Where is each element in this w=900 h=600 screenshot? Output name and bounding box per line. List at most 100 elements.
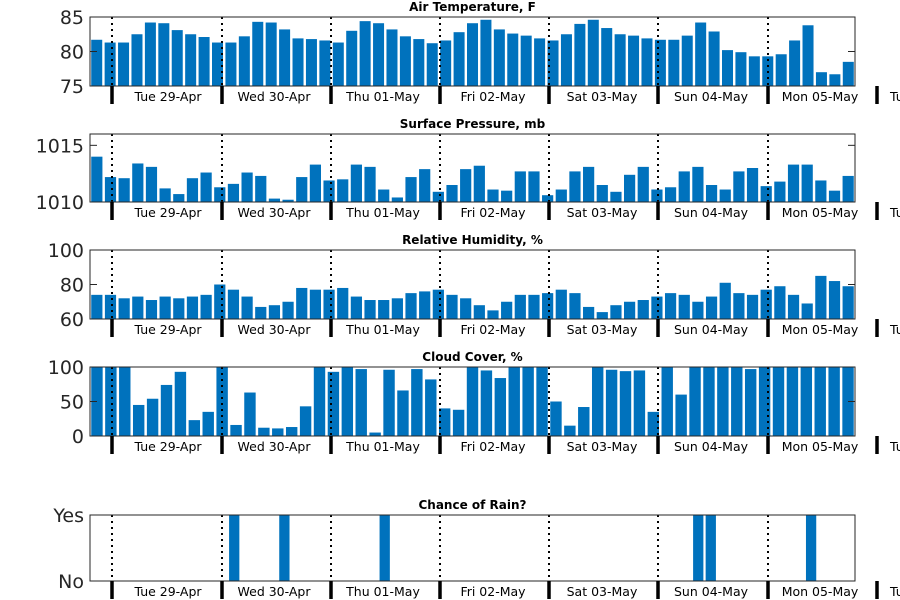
bar <box>692 166 704 202</box>
bar <box>91 156 103 202</box>
bar <box>173 298 185 319</box>
x-tick-label: Tue 29-Apr <box>133 439 202 454</box>
bar <box>480 370 493 436</box>
bar <box>265 22 277 86</box>
bar <box>268 198 281 202</box>
bar <box>379 515 390 581</box>
bar <box>775 54 787 86</box>
bar <box>378 300 390 319</box>
panel-title: Cloud Cover, % <box>422 350 522 364</box>
bar <box>327 371 340 436</box>
x-tick-label: Mon 05-May <box>782 205 859 220</box>
bar <box>397 390 409 436</box>
x-tick-label: Thu 01-May <box>345 322 420 337</box>
panel-3: Relative Humidity, % 60 80 100 Tue 29-Apr Wed… <box>48 233 900 337</box>
bar <box>610 305 622 319</box>
bar <box>528 171 540 202</box>
bar <box>637 300 649 319</box>
x-tick-label: Fri 02-May <box>460 584 526 599</box>
bar <box>432 289 444 319</box>
bar <box>146 398 159 436</box>
bar <box>651 296 663 319</box>
bar <box>828 281 841 319</box>
bar <box>705 185 718 202</box>
bar <box>501 190 513 202</box>
bar <box>185 34 197 86</box>
bar <box>159 296 171 319</box>
bar <box>337 287 349 319</box>
panel-title: Surface Pressure, mb <box>400 117 546 131</box>
bar <box>717 367 729 436</box>
bar <box>279 29 291 87</box>
y-tick-label: 80 <box>60 275 84 297</box>
bar <box>550 401 562 436</box>
bar <box>508 367 520 436</box>
bar <box>252 21 264 86</box>
bar <box>542 195 554 202</box>
bar <box>637 166 649 202</box>
bar <box>279 515 290 581</box>
bar <box>786 367 799 436</box>
bar <box>774 286 786 319</box>
bar <box>369 432 381 436</box>
bar <box>118 42 130 86</box>
bar <box>200 172 212 202</box>
bar <box>364 166 376 202</box>
y-tick-label: 1010 <box>36 192 84 214</box>
bar <box>507 33 519 86</box>
x-tick-label: Tu <box>889 584 900 599</box>
bar <box>341 367 354 436</box>
bar <box>212 42 224 86</box>
bar <box>119 367 131 436</box>
bar <box>104 177 117 202</box>
bar <box>105 367 117 436</box>
bar <box>413 39 425 86</box>
x-tick-label: Wed 30-Apr <box>238 205 312 220</box>
bar <box>583 166 595 202</box>
bar <box>473 165 485 202</box>
bar <box>255 175 267 202</box>
bar <box>675 394 687 436</box>
bar <box>405 177 417 202</box>
bar <box>614 34 626 86</box>
x-tick-label: Mon 05-May <box>782 322 859 337</box>
bar <box>534 38 546 86</box>
bar <box>842 61 854 86</box>
bar <box>216 367 228 436</box>
x-tick-label: Tue 29-Apr <box>133 89 202 104</box>
bar <box>560 34 572 86</box>
y-tick-label: 0 <box>72 426 84 448</box>
bar <box>132 296 144 319</box>
bar <box>569 293 581 320</box>
bar <box>227 289 240 319</box>
bar-series <box>91 156 854 202</box>
bar <box>364 300 376 319</box>
bar <box>842 286 854 319</box>
bar <box>359 21 371 86</box>
bar <box>744 369 757 436</box>
bar <box>305 39 317 86</box>
bar <box>282 301 294 319</box>
bar <box>350 296 362 319</box>
bar <box>587 19 599 86</box>
bar <box>473 305 485 319</box>
bar <box>514 294 526 319</box>
x-tick-label: Tu <box>889 89 900 104</box>
bar <box>722 50 734 86</box>
bar <box>814 367 826 436</box>
y-tick-label: 80 <box>60 42 84 64</box>
bar <box>596 312 608 319</box>
bar <box>272 428 284 436</box>
bar <box>661 367 673 436</box>
bar <box>241 296 253 319</box>
bar <box>313 367 326 436</box>
bar <box>131 34 143 86</box>
bar <box>173 194 185 202</box>
x-tick-label: Mon 05-May <box>782 584 859 599</box>
bar <box>596 185 608 202</box>
x-tick-label: Thu 01-May <box>345 205 420 220</box>
bar <box>214 284 226 319</box>
bar <box>378 189 390 202</box>
bar <box>828 367 840 436</box>
